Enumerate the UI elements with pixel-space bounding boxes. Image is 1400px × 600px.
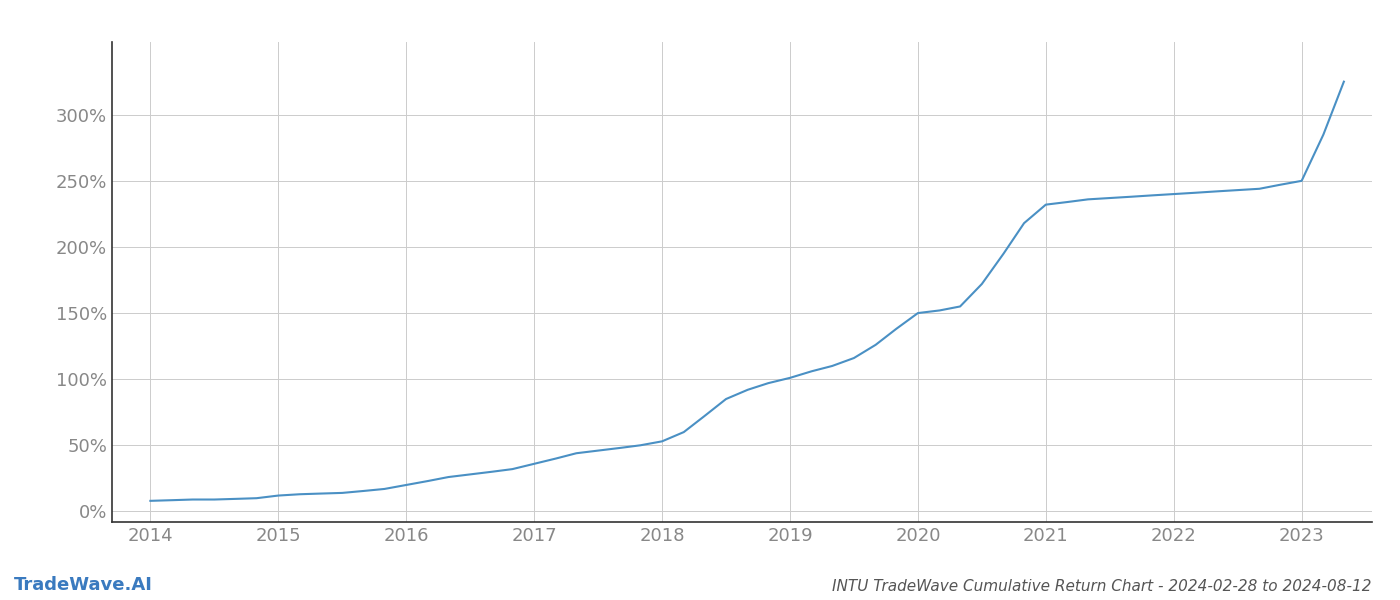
Text: TradeWave.AI: TradeWave.AI	[14, 576, 153, 594]
Text: INTU TradeWave Cumulative Return Chart - 2024-02-28 to 2024-08-12: INTU TradeWave Cumulative Return Chart -…	[833, 579, 1372, 594]
